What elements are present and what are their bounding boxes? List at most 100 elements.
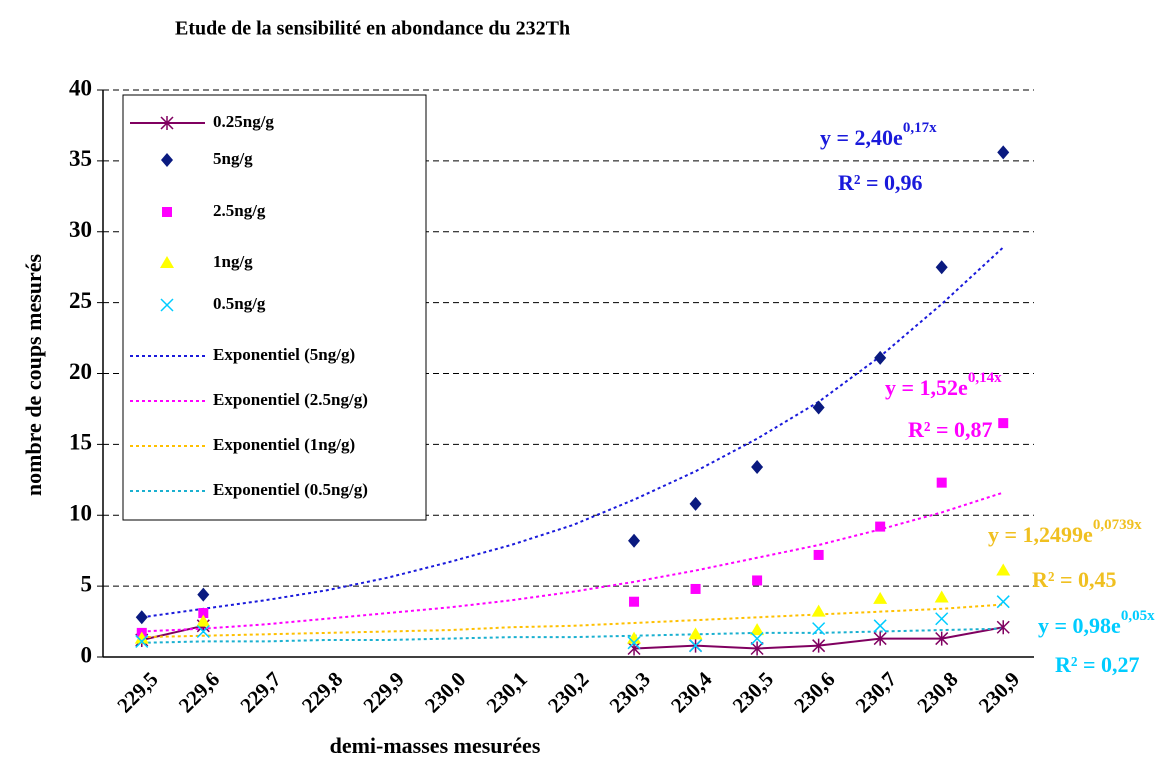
y-tick-label: 5 — [81, 571, 93, 596]
y-tick-label: 15 — [69, 430, 92, 455]
trend-equation: y = 2,40e0,17x — [820, 120, 937, 150]
trend-r2: R² = 0,96 — [838, 170, 923, 195]
data-point — [134, 631, 149, 644]
data-point — [996, 563, 1011, 576]
data-point — [934, 590, 949, 603]
data-point — [688, 627, 703, 640]
trend-equation: y = 0,98e0,05x — [1038, 608, 1155, 638]
equation-base: y = 0,98e — [1038, 613, 1121, 638]
trendline — [141, 627, 1004, 644]
data-point — [627, 636, 641, 650]
data-point — [689, 496, 702, 511]
legend-label: Exponentiel (2.5ng/g) — [213, 390, 368, 409]
x-axis-label: demi-masses mesurées — [330, 733, 541, 758]
data-point — [690, 583, 701, 594]
trendline — [141, 246, 1004, 619]
data-point — [998, 418, 1009, 429]
data-point — [689, 639, 703, 653]
data-point — [135, 610, 148, 625]
legend-marker — [160, 116, 174, 130]
x-tick-label: 230,9 — [974, 667, 1024, 717]
equation-base: y = 1,52e — [885, 375, 968, 400]
trendline — [141, 491, 1004, 633]
x-tick-label: 230,8 — [912, 667, 962, 717]
legend-marker — [161, 153, 173, 167]
data-point — [812, 638, 826, 653]
data-point — [996, 620, 1010, 635]
data-point — [936, 477, 947, 488]
data-point — [935, 631, 949, 646]
data-point — [812, 400, 825, 415]
y-tick-label: 40 — [69, 75, 92, 100]
data-point — [873, 631, 887, 646]
data-point — [750, 641, 764, 656]
legend-label: 0.25ng/g — [213, 112, 274, 131]
legend-label: 5ng/g — [213, 149, 253, 168]
legend-marker — [162, 207, 172, 217]
chart-title: Etude de la sensibilité en abondance du … — [175, 18, 570, 40]
data-point — [875, 521, 886, 532]
x-tick-label: 229,5 — [112, 667, 162, 717]
legend-label: Exponentiel (1ng/g) — [213, 435, 355, 454]
x-tick-label: 229,9 — [358, 667, 408, 717]
data-point — [874, 350, 887, 365]
x-tick-label: 229,7 — [235, 667, 285, 717]
equation-exponent: 0,0739x — [1093, 517, 1142, 533]
y-tick-label: 0 — [81, 642, 93, 667]
series-line — [141, 624, 1004, 650]
data-point — [873, 591, 888, 604]
y-axis-label: nombre de coups mesurés — [21, 253, 46, 496]
legend-label: Exponentiel (0.5ng/g) — [213, 480, 368, 499]
x-tick-label: 230,4 — [666, 667, 717, 718]
data-point — [997, 145, 1010, 160]
trend-r2: R² = 0,45 — [1032, 567, 1117, 592]
data-point — [811, 604, 826, 617]
data-point — [813, 549, 824, 560]
data-point — [628, 533, 641, 548]
equation-exponent: 0,14x — [968, 370, 1002, 386]
data-point — [197, 587, 210, 602]
legend-box — [122, 94, 427, 521]
y-tick-label: 35 — [69, 146, 92, 171]
trend-equation: y = 1,52e0,14x — [885, 370, 1002, 400]
legend-label: 0.5ng/g — [213, 294, 266, 313]
legend-label: 2.5ng/g — [213, 201, 266, 220]
data-point — [752, 575, 763, 586]
x-tick-label: 230,0 — [420, 667, 470, 717]
data-point — [750, 632, 764, 646]
data-point — [935, 612, 949, 626]
y-tick-label: 20 — [69, 359, 92, 384]
x-tick-label: 230,5 — [728, 667, 778, 717]
y-tick-label: 10 — [69, 501, 92, 526]
equation-base: y = 2,40e — [820, 125, 903, 150]
x-tick-label: 230,3 — [605, 667, 655, 717]
y-tick-label: 25 — [69, 288, 92, 313]
data-point — [935, 260, 948, 275]
trend-r2: R² = 0,27 — [1055, 652, 1140, 677]
x-tick-label: 230,2 — [543, 667, 593, 717]
legend-marker — [160, 256, 174, 268]
data-point — [627, 631, 642, 644]
data-point — [135, 634, 149, 648]
data-point — [812, 622, 826, 636]
legend-label: 1ng/g — [213, 252, 253, 271]
x-tick-label: 229,6 — [174, 667, 224, 717]
x-tick-label: 229,8 — [297, 667, 347, 717]
legend: 0.25ng/g 5ng/g 2.5ng/g 1ng/g 0.5ng/g Exponent… — [122, 94, 427, 521]
data-point — [196, 624, 210, 639]
x-tick-label: 230,7 — [851, 667, 901, 717]
x-tick-label: 230,6 — [789, 667, 839, 717]
x-tick-label: 230,1 — [482, 667, 532, 717]
legend-marker — [160, 298, 174, 312]
data-point — [873, 619, 887, 633]
equation-base: y = 1,2499e — [988, 522, 1093, 547]
data-point — [751, 460, 764, 475]
data-point — [198, 608, 209, 619]
data-point — [196, 614, 211, 627]
trend-r2: R² = 0,87 — [908, 417, 993, 442]
legend-label: Exponentiel (5ng/g) — [213, 345, 355, 364]
equation-exponent: 0,17x — [903, 120, 937, 136]
trend-equation: y = 1,2499e0,0739x — [988, 517, 1142, 547]
data-point — [996, 595, 1010, 609]
